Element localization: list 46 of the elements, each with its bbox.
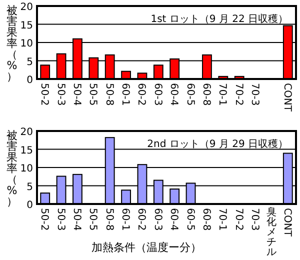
text: 2nd ロット（9 月 29 日収穫） [147, 138, 288, 150]
x-tick-label: 50-2 [38, 208, 50, 231]
x-tick-label: 50-3 [54, 83, 66, 106]
y-axis-title: 被害果率（%） [6, 129, 18, 208]
y-tick-label: 10 [20, 38, 33, 50]
x-tick-label: 70-3 [249, 83, 260, 106]
x-tick-label: 70-3 [249, 208, 260, 231]
y-tick-label: 20 [20, 2, 33, 13]
x-tick-label: 70-1 [216, 83, 228, 106]
y-tick-label: 20 [20, 127, 33, 138]
x-tick-label: 70-2 [232, 208, 244, 231]
x-tick-label: 60-1 [120, 83, 131, 106]
y-tick-label: 0 [26, 75, 33, 86]
x-tick-label: 50-4 [70, 208, 82, 231]
x-tick-label: 60-8 [200, 83, 212, 106]
y-tick-label: 5 [26, 182, 33, 193]
x-tick-label: 50-8 [103, 208, 114, 231]
x-tick-label: 50-5 [87, 208, 98, 231]
x-tick-label: 50-3 [54, 208, 66, 231]
x-tick-label: 50-2 [38, 83, 50, 106]
x-tick-label: 臭化メチル [266, 206, 277, 258]
y-tick-label: 5 [26, 56, 33, 68]
x-tick-label: CONT [281, 83, 292, 112]
x-tick-label: 60-2 [136, 83, 147, 106]
x-tick-label: 60-4 [168, 208, 180, 231]
x-tick-label: 50-4 [70, 83, 82, 106]
x-tick-label: 60-5 [184, 83, 196, 106]
y-axis-title: 被害果率（%） [6, 4, 18, 83]
x-tick-label: 70-2 [232, 83, 244, 106]
x-tick-label: 60-5 [184, 208, 196, 231]
x-tick-label: 70-1 [216, 208, 228, 231]
x-tick-label: 60-3 [152, 83, 163, 106]
x-tick-label: 50-5 [87, 83, 98, 106]
x-tick-label: CONT [281, 208, 292, 238]
y-tick-label: 15 [20, 20, 33, 32]
x-tick-label: 60-2 [136, 208, 147, 231]
y-tick-label: 10 [20, 164, 33, 174]
x-tick-label: 60-3 [152, 208, 163, 231]
text: 1st ロット（9 月 22 日収穫） [150, 13, 288, 25]
x-tick-label: 50-8 [103, 83, 114, 106]
x-tick-label: 60-1 [120, 208, 131, 231]
x-axis-title: 加熱条件（温度ー分） [92, 241, 202, 254]
y-tick-label: 15 [20, 145, 33, 156]
x-tick-label: 60-4 [168, 83, 180, 106]
x-tick-label: 60-8 [200, 208, 212, 231]
y-tick-label: 0 [26, 200, 33, 211]
